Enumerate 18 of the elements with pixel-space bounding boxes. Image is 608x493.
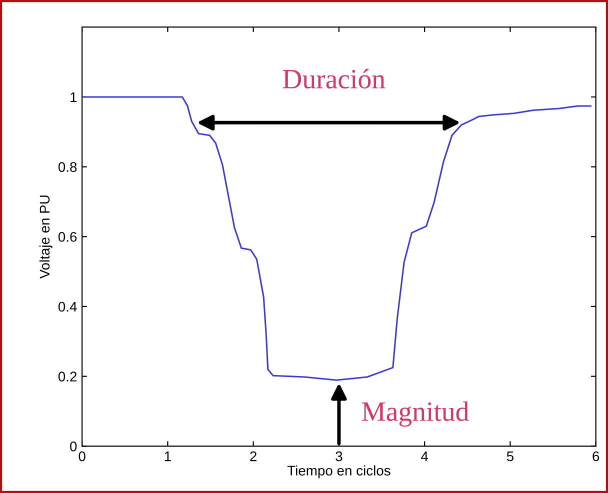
x-tick-label: 6: [592, 451, 600, 462]
y-tick-label: 0.4: [58, 302, 77, 312]
x-axis-title: Tiempo en ciclos: [287, 465, 390, 478]
y-tick-label: 1: [70, 92, 77, 102]
annotation: Duración: [282, 68, 386, 89]
x-tick-label: 4: [421, 452, 428, 462]
line-series: [82, 96, 592, 381]
x-tick-label: 5: [506, 452, 514, 462]
x-tick-label: 3: [336, 451, 342, 462]
y-tick-label: 0.6: [58, 232, 77, 242]
y-tick-label: 0.8: [58, 162, 77, 172]
y-tick-label: 0: [70, 442, 77, 452]
y-axis-title: Voltaje en PU: [39, 196, 52, 279]
annotation: Magnitud: [362, 401, 469, 427]
x-tick-label: 1: [164, 452, 171, 462]
x-tick-label: 2: [250, 451, 256, 462]
x-tick-label: 0: [78, 451, 86, 462]
y-tick-label: 0.2: [58, 372, 77, 382]
